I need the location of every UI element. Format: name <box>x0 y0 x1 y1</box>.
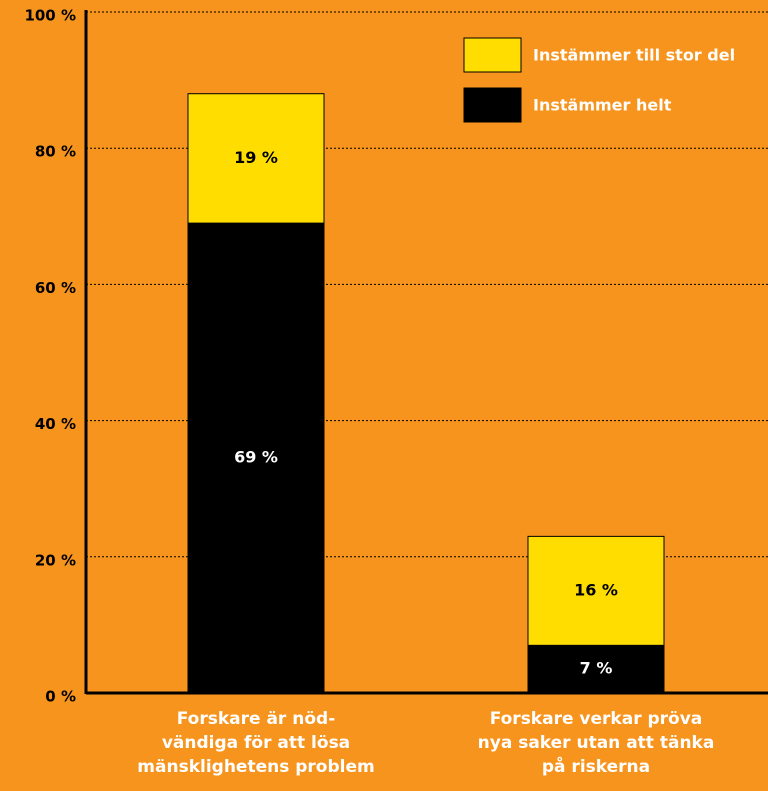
y-tick-label: 80 % <box>35 143 76 161</box>
bar-segment <box>527 535 665 646</box>
x-tick-label: Forskare verkar pröva nya saker utan att… <box>477 709 715 777</box>
y-tick-label: 100 % <box>24 7 76 25</box>
legend-swatch <box>463 87 522 123</box>
value-label: 7 % <box>580 659 613 678</box>
x-tick-label: Forskare är nöd- vändiga för att lösa mä… <box>137 709 375 777</box>
y-tick-label: 40 % <box>35 415 76 433</box>
bar-segment <box>187 93 325 224</box>
legend-swatch <box>463 37 522 73</box>
value-label: 16 % <box>574 580 618 599</box>
y-tick-label: 20 % <box>35 551 76 569</box>
bar-segment <box>187 222 325 694</box>
y-tick-label: 0 % <box>45 688 76 706</box>
legend-label: Instämmer till stor del <box>533 46 735 65</box>
value-label: 19 % <box>234 148 278 167</box>
value-label: 69 % <box>234 448 278 467</box>
y-tick-label: 60 % <box>35 279 76 297</box>
legend-label: Instämmer helt <box>533 96 672 115</box>
